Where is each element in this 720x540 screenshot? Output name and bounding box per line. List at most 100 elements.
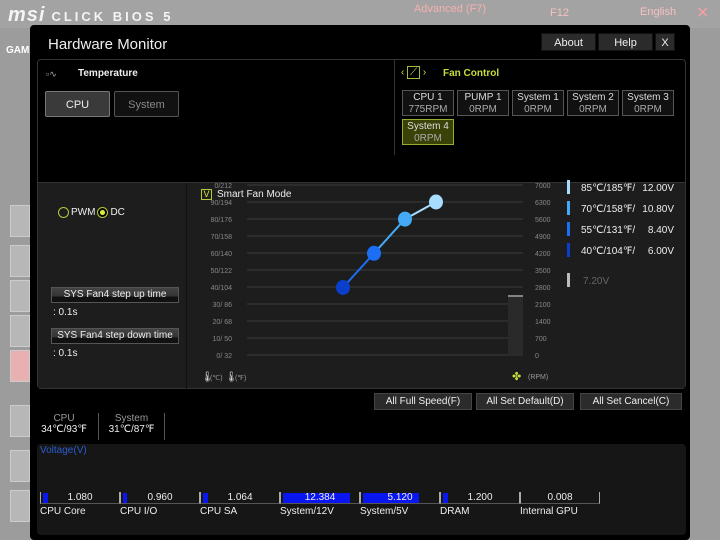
voltage-value: 0.960	[147, 492, 173, 503]
temperature-label: Temperature	[78, 68, 138, 79]
tab-cpu[interactable]: CPU	[45, 91, 110, 117]
fan-button[interactable]: CPU 1 775RPM	[402, 90, 454, 116]
legend-swatch	[567, 222, 570, 236]
fan-button[interactable]: System 1 0RPM	[512, 90, 564, 116]
temp-tick-label: 80/176	[211, 217, 233, 224]
legend-swatch	[567, 201, 570, 215]
voltage-title: Voltage(V)	[40, 445, 87, 456]
cpu-temp-readout: CPU 34℃/93℉	[30, 413, 99, 440]
current-voltage-swatch	[567, 273, 570, 287]
fan-curve-chart[interactable]: 0/ 32 0 10/ 50 700 20/ 68 1400 30/ 86 2100 40/10…	[30, 25, 690, 395]
tab-system[interactable]: System	[114, 91, 179, 117]
fan-rpm: 775RPM	[408, 104, 448, 115]
voltage-item: 0.960 CPU I/O	[120, 492, 200, 517]
about-button[interactable]: About	[541, 33, 596, 51]
legend-temp: 55℃/131℉/	[581, 225, 635, 236]
legend-volt: 12.00V	[642, 183, 674, 194]
step-up-time-value: : 0.1s	[53, 307, 78, 318]
voltage-panel: Voltage(V) 1.080 CPU Core 0.960 CPU I/O 1.06…	[37, 444, 686, 535]
exit-icon[interactable]: ✕	[696, 5, 710, 22]
legend-temp: 40℃/104℉/	[581, 246, 635, 257]
voltage-value: 1.200	[467, 492, 493, 503]
rpm-tick-label: 2100	[535, 302, 551, 309]
voltage-bar: 1.080	[40, 492, 120, 504]
curve-segment	[373, 218, 406, 254]
voltage-bar: 1.064	[200, 492, 280, 504]
advanced-mode-tab[interactable]: Advanced (F7)	[413, 3, 487, 15]
temp-tick-label: 10/ 50	[213, 336, 233, 343]
all-full-speed-button[interactable]: All Full Speed(F)	[374, 393, 472, 410]
step-up-time-button[interactable]: SYS Fan4 step up time	[51, 287, 179, 303]
legend-swatch	[567, 180, 570, 194]
smart-fan-checkbox[interactable]: V	[201, 189, 212, 200]
curve-point	[367, 245, 381, 261]
dc-radio[interactable]	[97, 207, 109, 218]
temp-tick-label: 40/104	[211, 285, 233, 292]
temp-tick-label: 60/140	[211, 251, 233, 258]
current-voltage: 7.20V	[583, 276, 609, 287]
fan-name: CPU 1	[413, 92, 443, 103]
fahrenheit-label: (℉)	[235, 375, 246, 382]
temp-tick-label: 70/158	[211, 234, 233, 241]
rpm-tick-label: 2800	[535, 285, 551, 292]
rpm-tick-label: 1400	[535, 319, 551, 326]
rpm-tick-label: 3500	[535, 268, 551, 275]
fan-control-label: Fan Control	[443, 68, 500, 79]
rpm-tick-label: 700	[535, 336, 547, 343]
bios-side-icons	[0, 40, 30, 540]
voltage-item: 5.120 System/5V	[360, 492, 440, 517]
fan-name: System 1	[517, 92, 559, 103]
voltage-item: 12.384 System/12V	[280, 492, 360, 517]
fan-button[interactable]: System 4 0RPM	[402, 119, 454, 145]
fan-rpm: 0RPM	[524, 104, 552, 115]
temperature-readouts: CPU 34℃/93℉ System 31℃/87℉	[30, 413, 165, 440]
celsius-label: (℃)	[210, 375, 223, 382]
fan-rpm: 0RPM	[579, 104, 607, 115]
voltage-value: 0.008	[547, 492, 573, 503]
rpm-tick-label: 7000	[535, 183, 551, 190]
game-boost-label: GAME	[6, 45, 36, 56]
close-button[interactable]: X	[655, 33, 675, 51]
all-set-cancel-button[interactable]: All Set Cancel(C)	[580, 393, 682, 410]
legend-temp: 85℃/185℉/	[581, 183, 635, 194]
step-down-time-button[interactable]: SYS Fan4 step down time	[51, 328, 179, 344]
legend-volt: 10.80V	[642, 204, 674, 215]
voltage-bar: 0.960	[120, 492, 200, 504]
bios-header: msi CLICK BIOS 5 Advanced (F7) F12 Englis…	[0, 0, 720, 28]
help-button[interactable]: Help	[598, 33, 653, 51]
voltage-bar: 1.200	[440, 492, 520, 504]
temp-tick-label: 0/ 32	[216, 353, 232, 360]
all-set-default-button[interactable]: All Set Default(D)	[476, 393, 574, 410]
rpm-tick-label: 6300	[535, 200, 551, 207]
rpm-tick-label: 4900	[535, 234, 551, 241]
screenshot-button[interactable]: F12	[550, 7, 569, 19]
window-title: Hardware Monitor	[48, 36, 168, 53]
voltage-item: 1.080 CPU Core	[40, 492, 120, 517]
language-button[interactable]: English	[640, 6, 677, 18]
thermometer-icon: 🌡	[225, 371, 238, 383]
temp-tick-label: 50/122	[211, 268, 233, 275]
pwm-radio[interactable]	[58, 207, 69, 218]
temperature-icon: ▫∿	[46, 69, 57, 79]
temp-tick-label: 20/ 68	[213, 319, 233, 326]
legend-temp: 70℃/158℉/	[581, 204, 635, 215]
temp-tick-label: 0/212	[214, 183, 232, 190]
system-temp-readout: System 31℃/87℉	[99, 413, 165, 440]
fan-button[interactable]: PUMP 1 0RPM	[457, 90, 509, 116]
rpm-label: (RPM)	[528, 374, 548, 381]
legend-volt: 6.00V	[648, 246, 674, 257]
monitor-panel: ▫∿ Temperature CPU System ‹ ⟋ › Fan Cont…	[37, 59, 686, 389]
fan-rpm: 0RPM	[634, 104, 662, 115]
fan-name: System 3	[627, 92, 669, 103]
fan-button[interactable]: System 2 0RPM	[567, 90, 619, 116]
fan-button[interactable]: System 3 0RPM	[622, 90, 674, 116]
fan-chart-icon[interactable]: ‹ ⟋ ›	[401, 66, 427, 79]
voltage-value: 1.080	[67, 492, 93, 503]
curve-point	[398, 211, 412, 227]
voltage-value: 12.384	[304, 492, 336, 503]
voltage-label: Internal GPU	[520, 506, 578, 517]
voltage-item: 0.008 Internal GPU	[520, 492, 600, 517]
rpm-tick-label: 0	[535, 353, 539, 360]
voltage-label: CPU I/O	[120, 506, 158, 517]
hardware-monitor-window: Hardware Monitor About Help X ▫∿ Tempera…	[30, 25, 690, 540]
